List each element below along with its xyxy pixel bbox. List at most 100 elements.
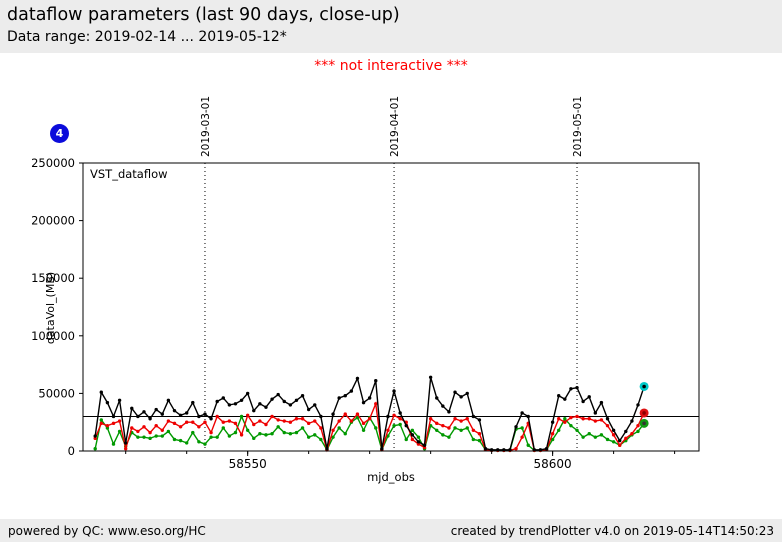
series-red-marker bbox=[587, 417, 591, 421]
series-black-marker bbox=[270, 397, 274, 401]
series-black-marker bbox=[264, 405, 268, 409]
series-red-line bbox=[94, 401, 645, 453]
series-green-marker bbox=[587, 432, 591, 436]
series-black-marker bbox=[599, 400, 604, 405]
series-green-marker bbox=[550, 437, 555, 442]
series-black-marker bbox=[227, 403, 232, 407]
series-black-marker bbox=[172, 408, 177, 413]
series-black-marker bbox=[239, 398, 244, 403]
series-black-marker bbox=[367, 396, 372, 400]
series-black-marker bbox=[343, 394, 347, 398]
series-black-marker bbox=[355, 376, 360, 381]
series-black-marker bbox=[575, 385, 579, 390]
series-black-marker bbox=[337, 396, 341, 400]
series-black-marker bbox=[154, 407, 158, 412]
series-green-marker bbox=[288, 432, 293, 436]
series-green-marker bbox=[227, 434, 232, 438]
series-red-marker bbox=[136, 429, 140, 434]
series-green-marker bbox=[148, 436, 152, 441]
series-black-marker bbox=[477, 418, 482, 422]
series-red-marker bbox=[575, 414, 579, 419]
series-black-marker bbox=[136, 414, 140, 419]
series-black-marker bbox=[313, 403, 317, 407]
series-red-marker bbox=[410, 437, 415, 442]
series-green-marker bbox=[374, 426, 378, 430]
plot-index-badge[interactable]: 4 bbox=[50, 124, 69, 143]
series-black-marker bbox=[331, 412, 335, 416]
series-black-marker bbox=[581, 399, 585, 404]
series-red-marker bbox=[581, 417, 585, 421]
series-black-marker bbox=[563, 397, 567, 401]
series-green-marker bbox=[575, 428, 579, 432]
series-green-marker bbox=[404, 437, 408, 442]
series-black-marker bbox=[233, 402, 238, 406]
series-green-marker bbox=[392, 423, 396, 428]
series-green-marker bbox=[343, 432, 347, 436]
series-black-marker bbox=[374, 379, 378, 383]
series-black-marker bbox=[288, 403, 293, 407]
series-black-marker bbox=[148, 417, 152, 421]
report-footer: powered by QC: www.eso.org/HC created by… bbox=[0, 519, 782, 542]
series-red-marker bbox=[227, 419, 232, 423]
series-black-marker bbox=[252, 408, 256, 413]
series-black-marker bbox=[276, 392, 280, 397]
series-black-marker bbox=[465, 391, 469, 396]
series-red-marker bbox=[459, 419, 463, 423]
series-red-marker bbox=[148, 430, 152, 435]
series-black-marker bbox=[459, 395, 463, 399]
series-red-marker bbox=[520, 435, 524, 439]
series-red-marker bbox=[288, 420, 293, 424]
series-red-marker bbox=[160, 428, 164, 432]
series-green-marker bbox=[520, 426, 524, 430]
series-green-marker bbox=[398, 422, 402, 427]
series-green-marker bbox=[599, 433, 604, 437]
footer-powered-by: powered by QC: www.eso.org/HC bbox=[8, 523, 206, 538]
series-red-marker bbox=[300, 417, 305, 421]
series-green-marker bbox=[557, 428, 561, 432]
series-black-marker bbox=[618, 438, 622, 443]
series-green-marker bbox=[563, 417, 567, 421]
y-tick-label: 100000 bbox=[31, 329, 75, 343]
series-black-marker bbox=[544, 446, 549, 451]
series-green-marker bbox=[117, 429, 122, 434]
series-green-marker bbox=[215, 435, 219, 439]
series-black-marker bbox=[392, 389, 396, 393]
series-black-marker bbox=[300, 394, 305, 398]
series-black-marker bbox=[215, 399, 219, 404]
series-green-marker bbox=[410, 428, 415, 432]
series-black-marker bbox=[99, 390, 103, 394]
series-red-marker bbox=[215, 414, 219, 419]
series-black-marker bbox=[404, 423, 408, 428]
series-green-marker bbox=[526, 443, 530, 447]
series-black-marker bbox=[203, 412, 207, 416]
series-green-marker bbox=[99, 418, 103, 422]
series-black-marker bbox=[557, 394, 561, 398]
series-red-marker bbox=[337, 419, 341, 423]
series-red-marker bbox=[477, 432, 482, 436]
month-line-label: 2019-05-01 bbox=[572, 96, 584, 157]
series-black-marker bbox=[209, 417, 213, 421]
series-green-marker bbox=[136, 435, 140, 439]
y-tick-label: 0 bbox=[68, 444, 75, 458]
series-black-marker bbox=[605, 417, 610, 421]
series-red-marker bbox=[355, 412, 360, 416]
series-red-marker bbox=[599, 418, 604, 422]
series-green-marker bbox=[197, 440, 201, 444]
series-green-marker bbox=[319, 437, 323, 442]
series-red-marker bbox=[221, 420, 225, 424]
series-green-marker bbox=[264, 433, 268, 437]
series-black-marker bbox=[325, 446, 329, 451]
series-black-marker bbox=[319, 414, 323, 419]
series-red-marker bbox=[130, 426, 134, 430]
series-red-marker bbox=[209, 430, 213, 435]
series-black-marker bbox=[416, 440, 421, 444]
series-black-marker bbox=[178, 413, 183, 417]
series-green-marker bbox=[270, 432, 274, 436]
not-interactive-note: *** not interactive *** bbox=[314, 58, 468, 74]
series-black-marker bbox=[258, 402, 262, 406]
series-red-marker bbox=[361, 421, 366, 426]
series-black-end-marker-dot bbox=[642, 384, 646, 389]
series-red-marker bbox=[294, 417, 299, 421]
series-black-marker bbox=[636, 403, 640, 407]
